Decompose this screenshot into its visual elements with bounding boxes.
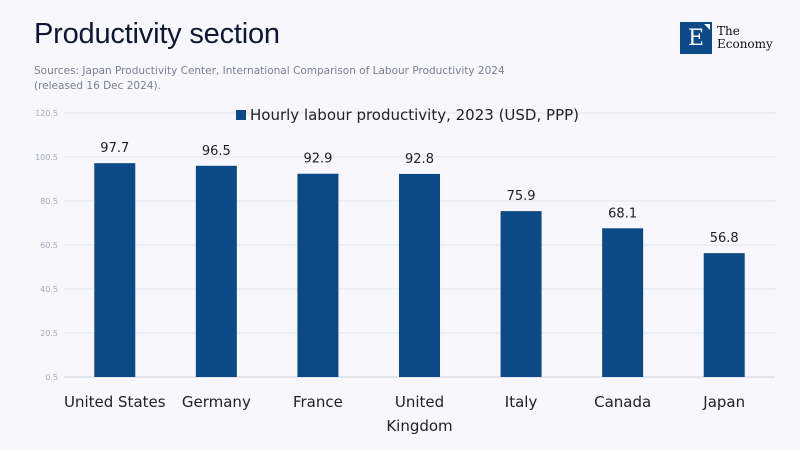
- bar: [703, 253, 745, 377]
- logo-letter: E: [687, 25, 705, 51]
- logo-line-1: The: [717, 24, 740, 38]
- logo-line-2: Economy: [717, 37, 773, 51]
- the-economy-logo: E The Economy: [680, 22, 773, 54]
- logo-wordmark: The Economy: [717, 25, 773, 51]
- data-labels: 97.7 96.5 92.9 92.8 75.9 68.1 56.8: [100, 141, 738, 246]
- legend-swatch: [236, 110, 246, 120]
- bar: [94, 163, 136, 377]
- y-tick-label: 120.5: [35, 109, 58, 118]
- data-label: 97.7: [100, 141, 129, 156]
- x-tick-label: United States: [64, 393, 166, 411]
- data-label: 92.9: [303, 152, 332, 167]
- logo-mark-icon: E: [680, 22, 712, 54]
- x-tick-label: Japan: [702, 393, 745, 411]
- sources-note: Sources: Japan Productivity Center, Inte…: [34, 64, 594, 94]
- bar: [602, 228, 644, 377]
- bar: [399, 173, 440, 377]
- y-axis: 0.5 20.5 40.5 60.5 80.5 100.5 120.5: [35, 109, 58, 382]
- data-label: 92.8: [405, 152, 434, 167]
- x-tick-label: Germany: [182, 393, 251, 411]
- x-tick-label: Italy: [505, 393, 538, 411]
- sources-line-2: (released 16 Dec 2024).: [34, 80, 161, 92]
- legend: Hourly labour productivity, 2023 (USD, P…: [236, 106, 579, 124]
- x-tick-label: France: [293, 393, 343, 411]
- bars: [94, 163, 745, 377]
- y-tick-label: 20.5: [40, 329, 58, 338]
- y-tick-label: 40.5: [40, 285, 58, 294]
- data-label: 68.1: [608, 206, 637, 221]
- legend-label: Hourly labour productivity, 2023 (USD, P…: [250, 106, 579, 124]
- x-tick-label: Kingdom: [386, 417, 452, 435]
- y-tick-label: 80.5: [40, 197, 58, 206]
- x-tick-label: Canada: [594, 393, 651, 411]
- y-tick-label: 100.5: [35, 153, 58, 162]
- page-title: Productivity section: [34, 18, 280, 50]
- data-label: 56.8: [710, 231, 739, 246]
- y-tick-label: 60.5: [40, 241, 58, 250]
- data-label: 75.9: [507, 189, 536, 204]
- bar: [500, 211, 542, 377]
- sources-line-1: Sources: Japan Productivity Center, Inte…: [34, 65, 505, 77]
- data-label: 96.5: [202, 144, 231, 159]
- y-tick-label: 0.5: [45, 373, 58, 382]
- x-tick-label: United: [395, 393, 444, 411]
- bar: [195, 165, 237, 377]
- x-axis: United States Germany France United Kingdom I…: [64, 393, 745, 435]
- logo-corner-icon: [704, 24, 710, 30]
- bar: [297, 173, 339, 377]
